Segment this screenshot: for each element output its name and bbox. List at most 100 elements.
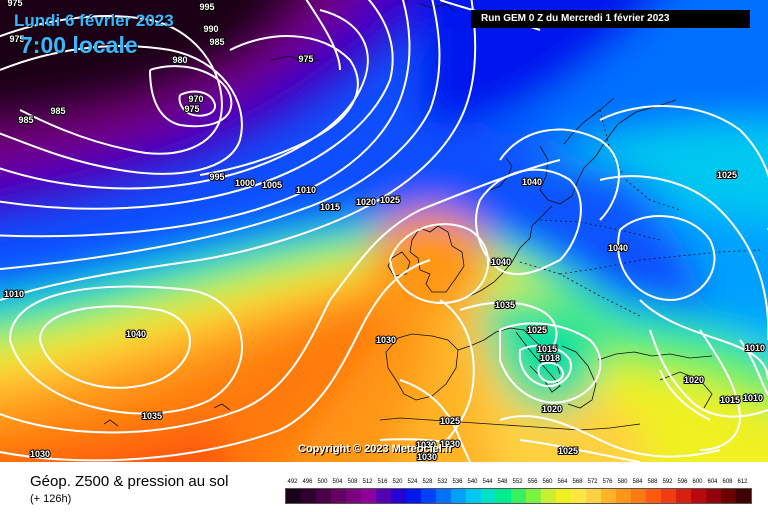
- scale-label: 536: [452, 479, 463, 485]
- scale-label: 600: [692, 479, 703, 485]
- scale-label: 572: [587, 479, 598, 485]
- weather-map: 9959909859759759809759709759859859951000…: [0, 0, 768, 462]
- scale-label: 492: [287, 479, 298, 485]
- isobar-label: 1030: [30, 449, 50, 459]
- scale-swatch: [421, 489, 436, 503]
- isobar-label: 1020: [684, 375, 704, 385]
- scale-swatch: [406, 489, 421, 503]
- isobar-label: 975: [184, 104, 199, 114]
- coastlines: [103, 3, 761, 431]
- scale-label: 556: [527, 479, 538, 485]
- isobar-label: 1040: [491, 257, 511, 267]
- isobar-label: 1035: [142, 411, 162, 421]
- scale-swatch: [376, 489, 391, 503]
- scale-label: 612: [737, 479, 748, 485]
- scale-swatch: [331, 489, 346, 503]
- scale-swatch: [706, 489, 721, 503]
- scale-swatch: [511, 489, 526, 503]
- isobar-label: 975: [9, 34, 24, 44]
- legend-footer: Géop. Z500 & pression au sol (+ 126h) 49…: [0, 462, 768, 512]
- isobar-label: 985: [209, 37, 224, 47]
- scale-swatch: [301, 489, 316, 503]
- scale-swatch: [496, 489, 511, 503]
- map-title: Géop. Z500 & pression au sol: [30, 473, 229, 490]
- scale-label: 544: [482, 479, 493, 485]
- scale-swatch: [721, 489, 736, 503]
- isobar-label: 975: [7, 0, 22, 8]
- isobar-label: 1035: [495, 300, 515, 310]
- scale-swatch: [481, 489, 496, 503]
- scale-swatch: [586, 489, 601, 503]
- scale-label: 520: [392, 479, 403, 485]
- isobar-label: 980: [172, 55, 187, 65]
- isobar-label: 1010: [4, 289, 24, 299]
- scale-swatch: [361, 489, 376, 503]
- scale-label: 604: [707, 479, 718, 485]
- scale-label: 560: [542, 479, 553, 485]
- copyright-notice: Copyright © 2023 Meteociel.fr: [298, 443, 453, 455]
- scale-label: 528: [422, 479, 433, 485]
- scale-label: 508: [347, 479, 358, 485]
- scale-label: 524: [407, 479, 418, 485]
- forecast-lead-time: (+ 126h): [30, 493, 72, 505]
- scale-swatch: [661, 489, 676, 503]
- scale-swatch: [571, 489, 586, 503]
- geopotential-shading: [0, 0, 768, 462]
- isobar-labels: 9959909859759759809759709759859859951000…: [3, 0, 766, 462]
- isobar-label: 990: [203, 24, 218, 34]
- color-scale-labels: 492 496 500 504 508 512 516 520 524 528 532 536 540 5…: [281, 479, 751, 489]
- scale-swatch: [556, 489, 571, 503]
- scale-swatch: [646, 489, 661, 503]
- scale-label: 512: [362, 479, 373, 485]
- isobar-label: 1025: [440, 416, 460, 426]
- forecast-time: 7:00 locale: [20, 32, 138, 58]
- run-info: Run GEM 0 Z du Mercredi 1 février 2023: [471, 10, 750, 28]
- isobar-label: 1030: [440, 439, 460, 449]
- scale-label: 576: [602, 479, 613, 485]
- scale-swatch: [286, 489, 301, 503]
- scale-label: 564: [557, 479, 568, 485]
- scale-swatch: [616, 489, 631, 503]
- scale-swatch: [601, 489, 616, 503]
- scale-swatch: [346, 489, 361, 503]
- scale-label: 580: [617, 479, 628, 485]
- scale-swatch: [391, 489, 406, 503]
- scale-label: 500: [317, 479, 328, 485]
- forecast-date: Lundi 6 février 2023: [14, 11, 174, 30]
- scale-label: 596: [677, 479, 688, 485]
- scale-label: 532: [437, 479, 448, 485]
- isobar-label: 1030: [416, 440, 436, 450]
- isobar-label: 1020: [356, 197, 376, 207]
- isobar-label: 1015: [720, 395, 740, 405]
- scale-swatch: [631, 489, 646, 503]
- isobars: [0, 0, 768, 462]
- scale-swatch: [676, 489, 691, 503]
- isobar-label: 1015: [320, 202, 340, 212]
- isobar-label: 970: [188, 94, 203, 104]
- isobar-label: 1040: [608, 243, 628, 253]
- isobar-label: 1025: [558, 446, 578, 456]
- scale-swatch: [736, 489, 751, 503]
- isobar-label: 1030: [417, 452, 437, 462]
- isobar-label: 1018: [540, 353, 560, 363]
- isobar-label: 1005: [262, 180, 282, 190]
- isobar-label: 995: [209, 172, 224, 182]
- isobar-label: 1040: [126, 329, 146, 339]
- scale-swatch: [451, 489, 466, 503]
- isobar-label: 1020: [542, 404, 562, 414]
- isobar-label: 975: [298, 54, 313, 64]
- isobar-label: 1030: [376, 335, 396, 345]
- scale-swatch: [316, 489, 331, 503]
- scale-label: 568: [572, 479, 583, 485]
- scale-label: 548: [497, 479, 508, 485]
- scale-label: 540: [467, 479, 478, 485]
- scale-label: 552: [512, 479, 523, 485]
- scale-swatch: [541, 489, 556, 503]
- scale-label: 584: [632, 479, 643, 485]
- color-scale-bar: [285, 488, 752, 504]
- scale-label: 588: [647, 479, 658, 485]
- scale-label: 592: [662, 479, 673, 485]
- scale-swatch: [436, 489, 451, 503]
- scale-label: 516: [377, 479, 388, 485]
- scale-label: 608: [722, 479, 733, 485]
